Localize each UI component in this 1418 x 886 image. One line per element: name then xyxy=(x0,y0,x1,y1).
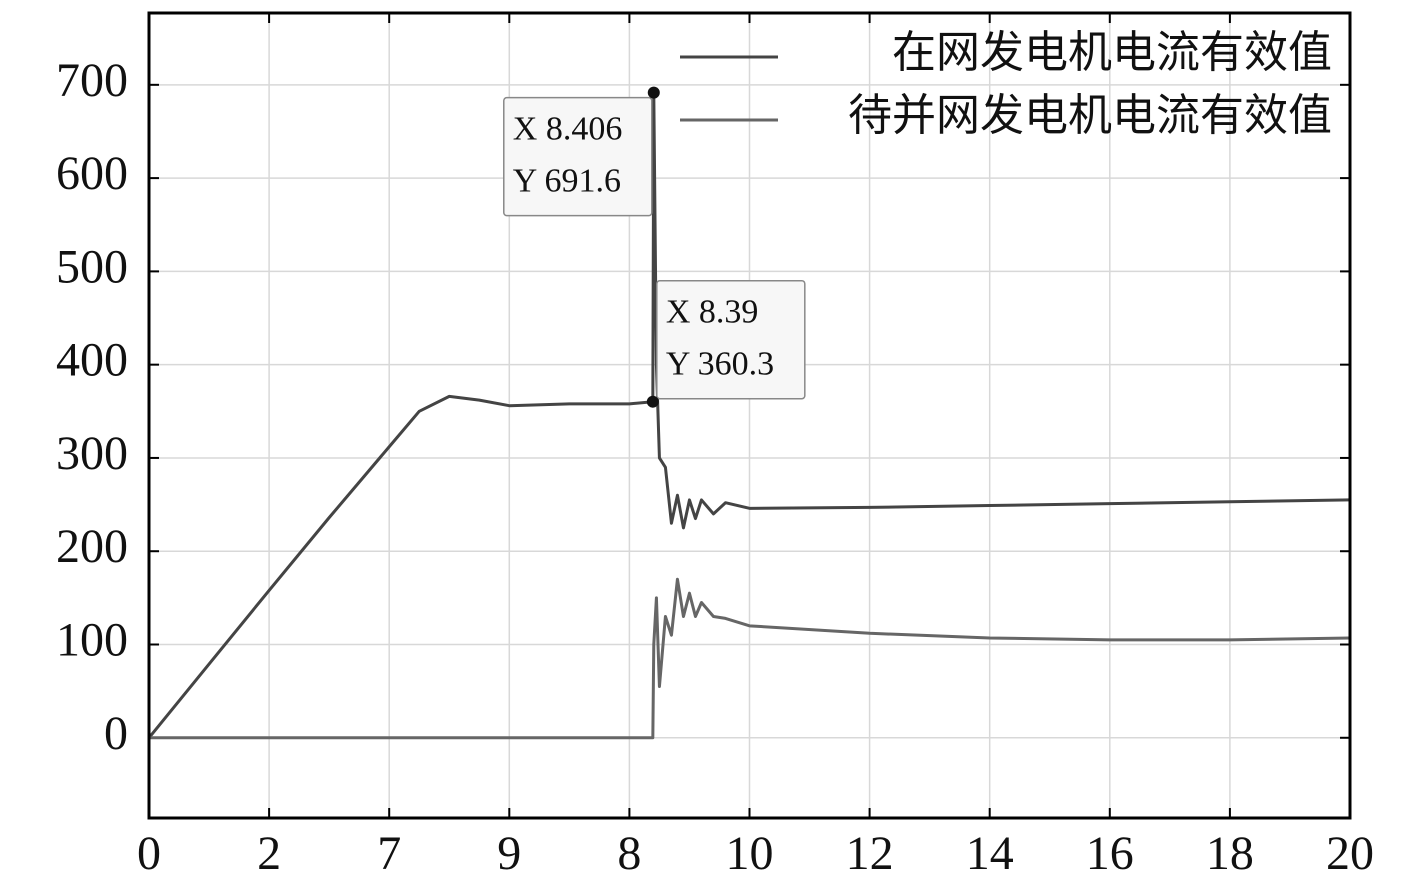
y-tick-label: 500 xyxy=(56,240,128,293)
series-line xyxy=(149,577,1351,740)
annotation-box xyxy=(656,279,806,400)
y-tick-label: 400 xyxy=(56,334,128,387)
y-tick-label: 100 xyxy=(56,614,128,667)
x-tick-label: 2 xyxy=(257,827,281,880)
x-tick-label: 12 xyxy=(846,827,894,880)
x-tick-label: 10 xyxy=(726,827,774,880)
annotation-marker xyxy=(646,395,659,408)
annotation-marker xyxy=(647,86,660,99)
x-tick-label: 20 xyxy=(1326,827,1374,880)
annotation-y: Y 691.6 xyxy=(513,162,621,199)
x-tick-label: 7 xyxy=(377,827,401,880)
y-tick-label: 200 xyxy=(56,520,128,573)
x-tick-label: 18 xyxy=(1206,827,1254,880)
y-tick-label: 0 xyxy=(104,707,128,760)
plot-frame xyxy=(147,11,1352,820)
y-tick-label: 700 xyxy=(56,54,128,107)
x-tick-label: 16 xyxy=(1086,827,1134,880)
annotation-x: X 8.406 xyxy=(513,110,623,147)
y-tick-label: 600 xyxy=(56,147,128,200)
legend-label: 在网发电机电流有效值 xyxy=(892,28,1332,77)
annotation-box xyxy=(503,96,653,217)
y-tick-label: 300 xyxy=(56,427,128,480)
annotation-y: Y 360.3 xyxy=(666,345,774,382)
series-line xyxy=(147,91,1351,739)
x-tick-label: 14 xyxy=(966,827,1014,880)
x-tick-label: 9 xyxy=(497,827,521,880)
legend-label: 待并网发电机电流有效值 xyxy=(848,91,1332,140)
x-tick-label: 8 xyxy=(617,827,641,880)
x-tick-label: 0 xyxy=(137,827,161,880)
annotation-x: X 8.39 xyxy=(666,293,759,330)
